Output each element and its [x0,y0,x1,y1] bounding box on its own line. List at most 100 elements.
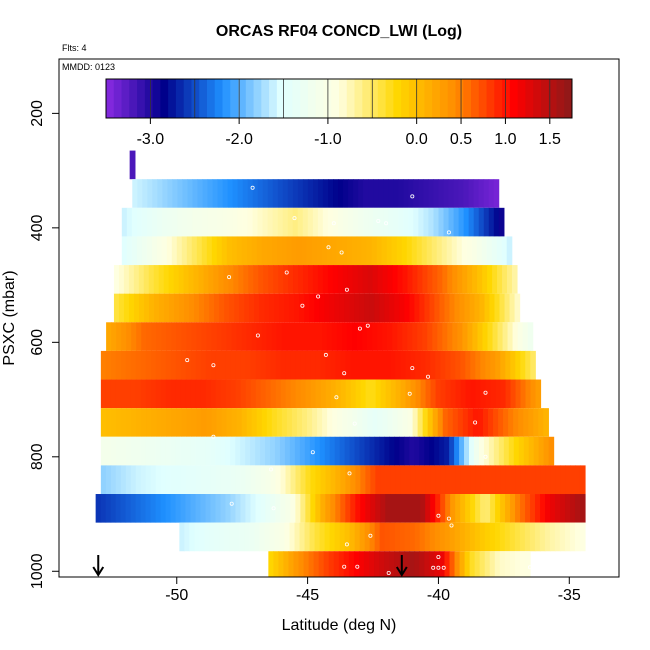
heatmap-cell [379,551,385,577]
heatmap-cell [424,436,430,466]
heatmap-cell [150,494,157,523]
heatmap-cell [267,179,274,208]
heatmap-cell [286,236,293,266]
heatmap-cell [125,465,132,495]
colorbar-cell [564,79,573,118]
heatmap-cell [394,551,400,577]
heatmap-cell [469,551,476,577]
heatmap-cell [525,465,531,495]
heatmap-cell [312,207,319,237]
heatmap-cell [384,522,391,552]
heatmap-cell [259,293,265,323]
heatmap-cell [415,465,421,495]
heatmap-cell [454,293,461,323]
heatmap-cell [343,179,349,208]
data-point [310,450,315,455]
heatmap-cell [369,436,376,466]
heatmap-cell [145,379,152,409]
heatmap-cell [502,265,508,294]
heatmap-cell [105,350,112,380]
heatmap-cell [474,293,481,323]
heatmap-cell [176,236,183,266]
heatmap-cell [375,350,382,380]
heatmap-cell [442,408,449,437]
heatmap-cell [256,236,263,266]
heatmap-cell [438,207,445,237]
heatmap-cell [519,551,526,577]
heatmap-cell [525,350,531,380]
heatmap-cell [360,465,366,495]
heatmap-cell [410,379,417,409]
heatmap-cell [279,293,285,323]
heatmap-cell [282,179,289,208]
heatmap-cell [412,322,418,351]
heatmap-cell [301,236,308,266]
heatmap-cell [483,436,490,466]
heatmap-cell [493,207,500,237]
heatmap-cell [397,322,403,351]
heatmap-cell [510,494,516,523]
heatmap-cell [380,494,386,523]
heatmap-cell [302,207,309,237]
heatmap-cell [251,236,258,266]
heatmap-cell [291,236,298,266]
heatmap-cell [424,522,431,552]
heatmap-cell [200,350,207,380]
heatmap-cell [415,379,422,409]
heatmap-cell [239,522,246,552]
data-point [292,216,297,221]
heatmap-cell [212,179,219,208]
heatmap-cell [115,494,122,523]
heatmap-cell [437,265,443,294]
heatmap-cell [440,494,446,523]
heatmap-cell [170,436,177,466]
heatmap-cell [266,322,273,351]
heatmap-cell [115,350,122,380]
heatmap-cell [206,236,213,266]
heatmap-cell [389,293,395,323]
heatmap-cell [323,551,330,577]
heatmap-cell [270,494,276,523]
heatmap-cell [372,408,378,437]
heatmap-cell [414,522,421,552]
heatmap-cell [312,408,318,437]
data-point [323,352,328,357]
heatmap-cell [165,379,172,409]
heatmap-cell [446,236,453,266]
heatmap-cell [419,551,425,577]
heatmap-cell [454,522,461,552]
heatmap-cell [196,408,203,437]
heatmap-band [100,465,586,495]
heatmap-cell [126,408,132,437]
heatmap-cell [247,179,254,208]
heatmap-cell [393,179,399,208]
heatmap-cell [344,293,350,323]
heatmap-cell [386,236,393,266]
heatmap-cell [440,465,446,495]
heatmap-cell [382,408,389,437]
heatmap-cell [394,293,400,323]
colorbar-cell [463,79,472,118]
heatmap-band [129,150,136,180]
colorbar-cell [401,79,410,118]
heatmap-cell [190,436,196,466]
heatmap-cell [133,265,140,294]
heatmap-cell [459,436,465,466]
heatmap-cell [214,522,221,552]
heatmap-cell [456,236,463,266]
heatmap-cell [206,322,213,351]
heatmap-cell [266,408,273,437]
heatmap-cell [176,322,182,351]
heatmap-cell [225,436,231,466]
data-point [342,564,347,569]
heatmap-cell [415,350,422,380]
heatmap-cell [389,522,396,552]
heatmap-cell [417,408,424,437]
heatmap-cell [520,494,526,523]
heatmap-cell [135,465,142,495]
heatmap-cell [113,293,120,323]
heatmap-cell [353,179,359,208]
heatmap-cell [225,494,232,523]
heatmap-cell [199,522,206,552]
heatmap-cell [167,179,174,208]
